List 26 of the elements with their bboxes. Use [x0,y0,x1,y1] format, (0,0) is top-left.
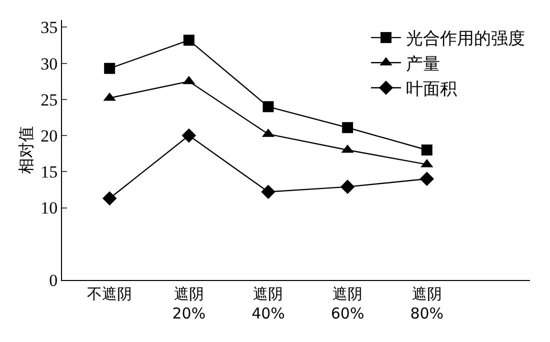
legend-label: 叶面积 [406,79,457,100]
y-tick-label: 35 [40,18,58,38]
point [183,34,194,46]
x-tick-label: 遮阴 80% [410,285,444,322]
point [342,122,354,134]
point [420,172,434,186]
y-axis-title: 相对值 [16,126,36,174]
y-tick-label: 15 [40,162,58,182]
x-tick-label: 遮阴 40% [252,285,285,322]
legend-label: 光合作用的强度 [406,29,525,50]
point [261,184,276,200]
y-tick-label: 20 [40,126,58,146]
point [340,180,355,194]
legend-label: 产量 [406,54,440,74]
y-tick-label: 30 [40,54,58,74]
point [182,128,196,143]
y-tick-label: 0 [49,270,58,290]
point [262,101,274,112]
x-tick-label: 遮阴 20% [172,285,206,322]
y-tick-label: 10 [40,198,58,218]
y-tick-label: 25 [40,90,58,110]
x-tick-label: 遮阴 60% [330,285,364,322]
point [102,191,117,206]
point [421,144,432,156]
x-tick-label: 不遮阴 [87,285,132,303]
point [104,62,116,74]
